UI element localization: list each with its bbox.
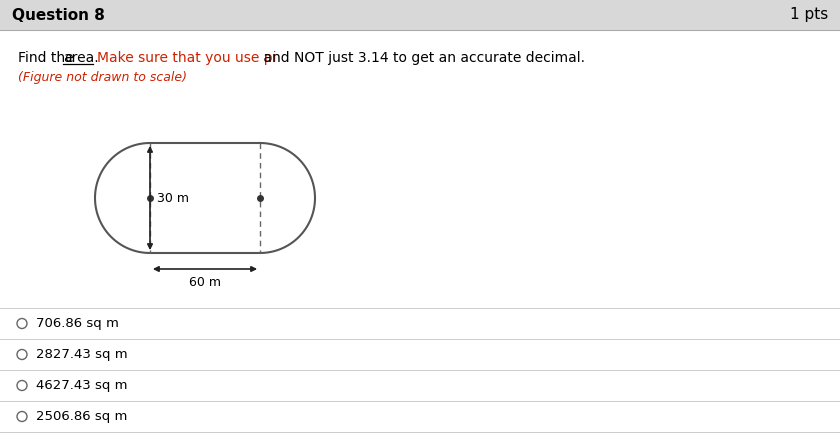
- Text: (Figure not drawn to scale): (Figure not drawn to scale): [18, 72, 187, 84]
- Text: Make sure that you use pi: Make sure that you use pi: [97, 51, 276, 65]
- Text: Question 8: Question 8: [12, 8, 105, 23]
- Text: 30 m: 30 m: [157, 191, 189, 205]
- Text: 706.86 sq m: 706.86 sq m: [36, 317, 119, 330]
- Polygon shape: [95, 143, 315, 253]
- Text: 1 pts: 1 pts: [790, 8, 828, 23]
- Text: and NOT just 3.14 to get an accurate decimal.: and NOT just 3.14 to get an accurate dec…: [259, 51, 585, 65]
- Text: 4627.43 sq m: 4627.43 sq m: [36, 379, 128, 392]
- Text: Find the: Find the: [18, 51, 78, 65]
- Text: area.: area.: [63, 51, 98, 65]
- Text: 2506.86 sq m: 2506.86 sq m: [36, 410, 128, 423]
- Text: 2827.43 sq m: 2827.43 sq m: [36, 348, 128, 361]
- Text: 60 m: 60 m: [189, 277, 221, 290]
- Bar: [0, 0, 840, 30]
